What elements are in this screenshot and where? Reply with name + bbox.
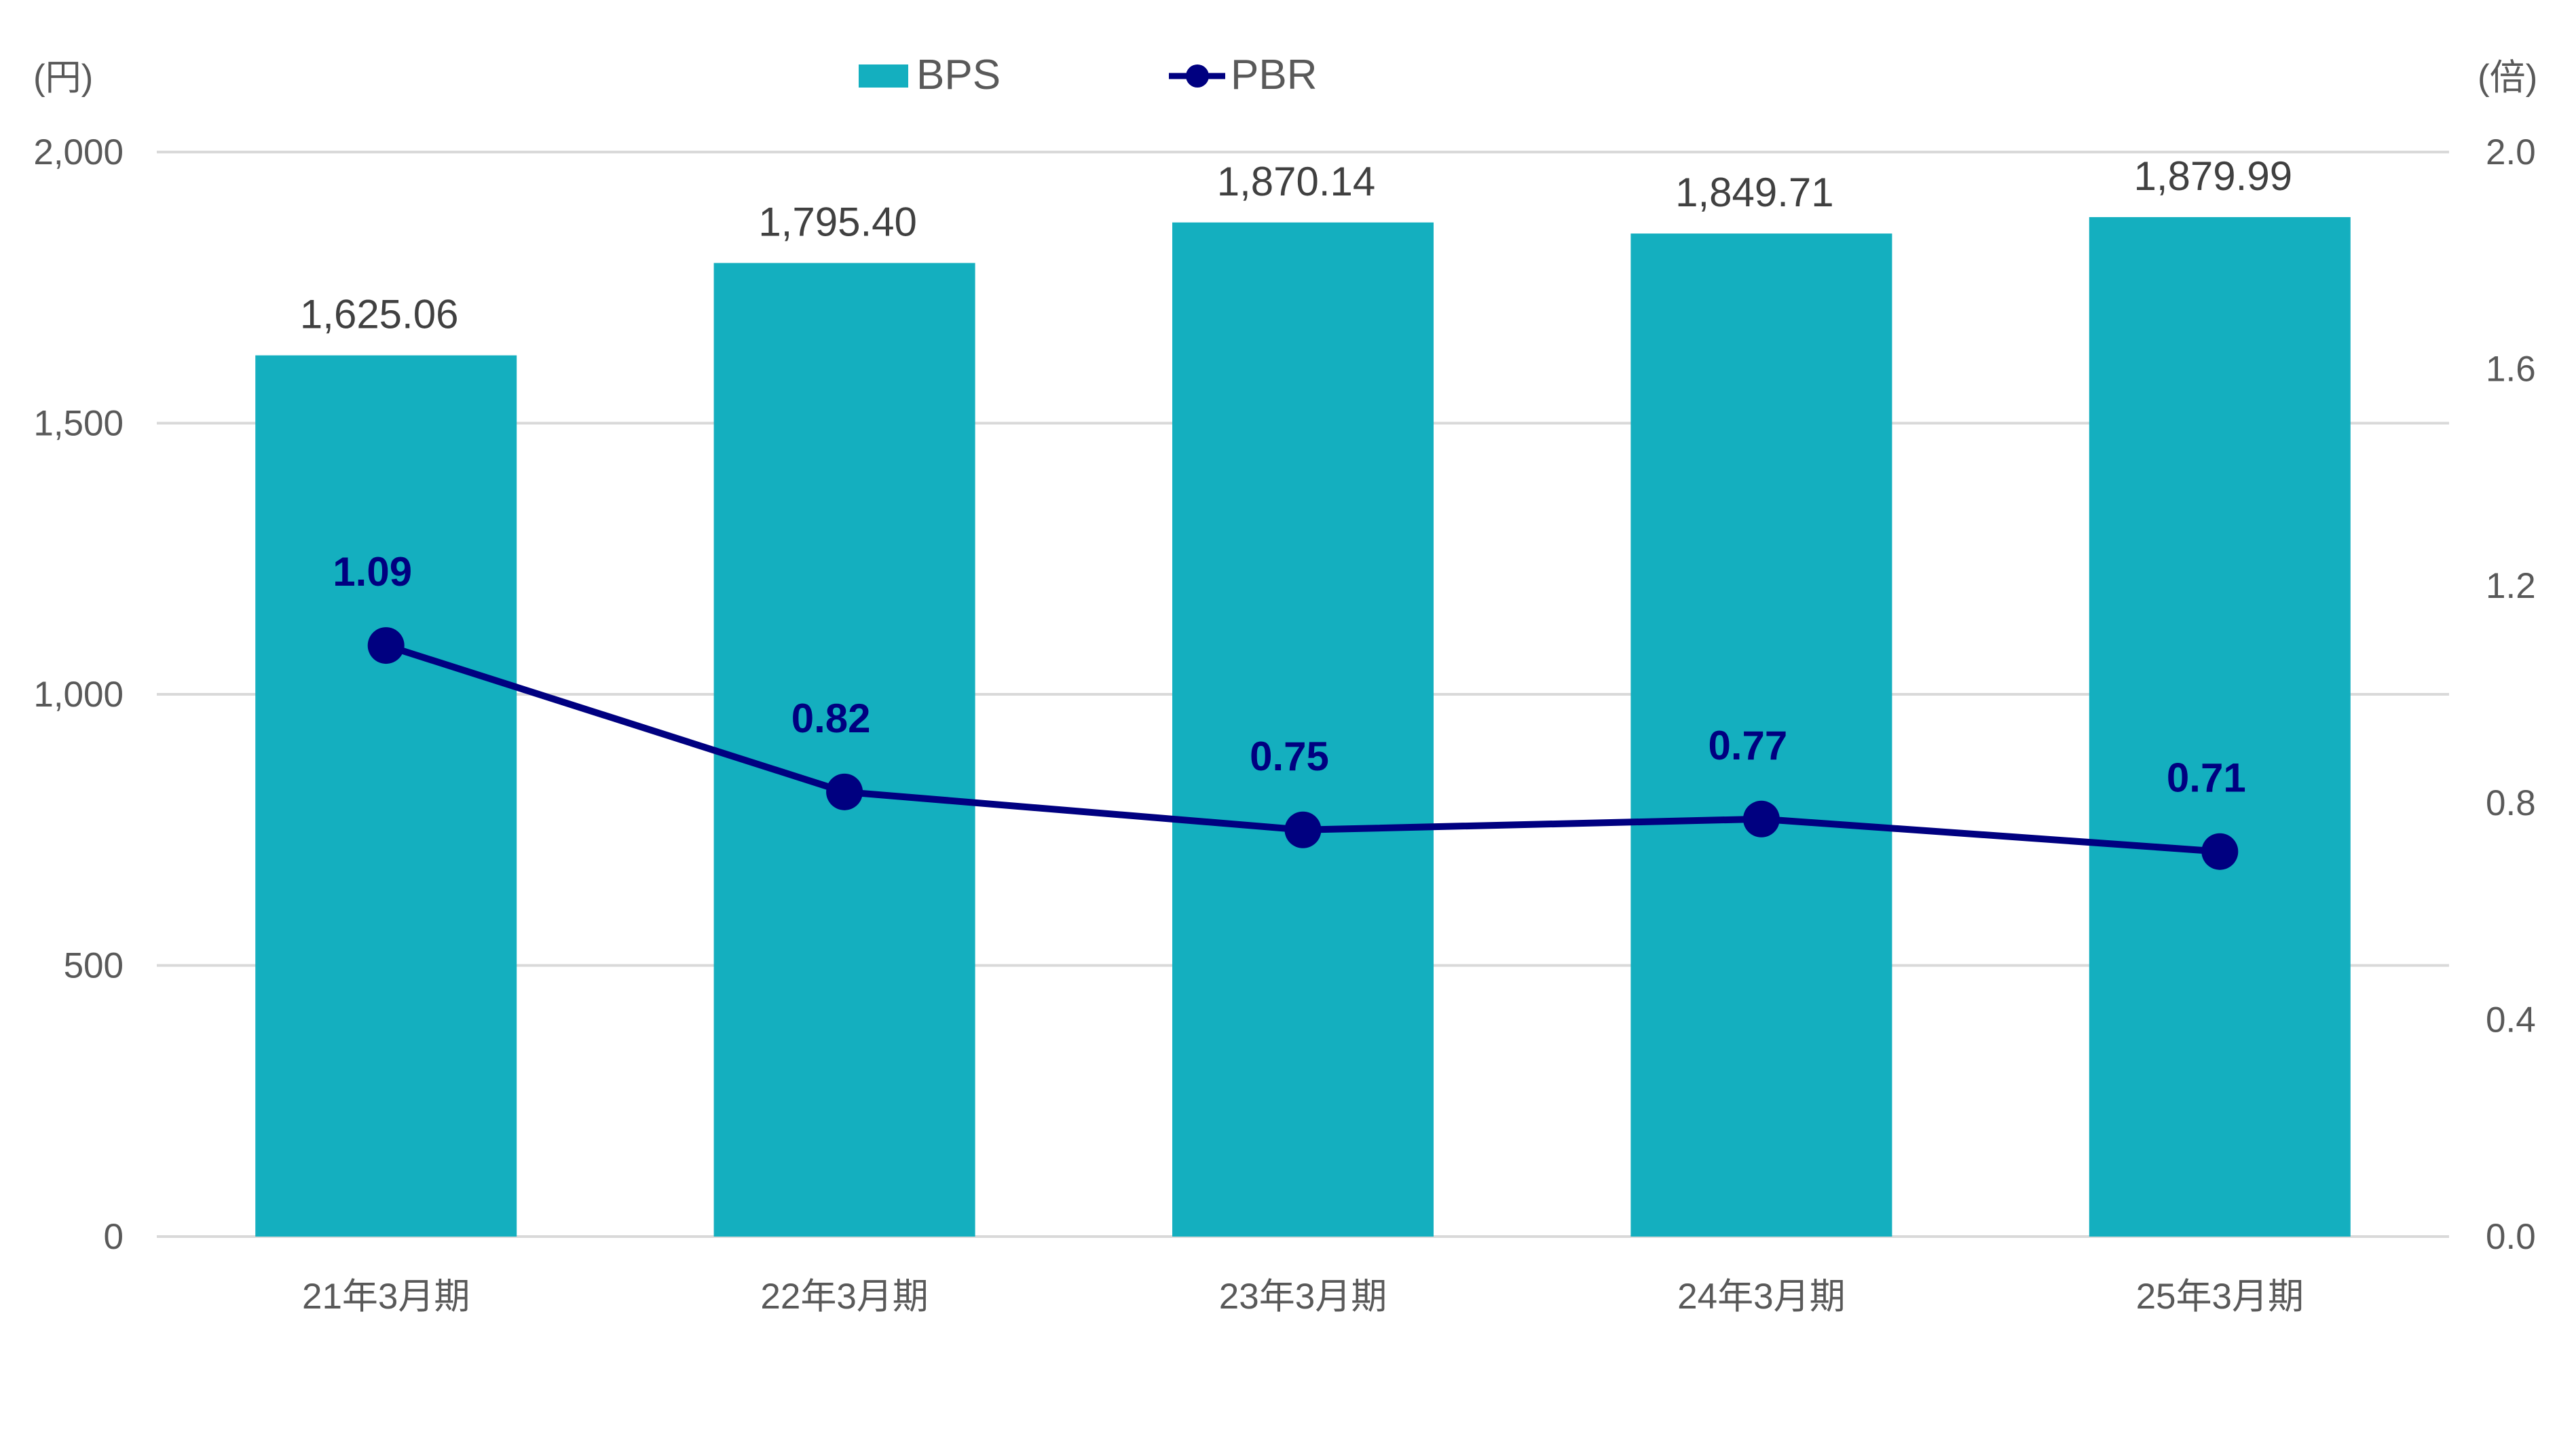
axes: (円) (倍) 0 500 1,000 1,500 2,000 0.0 0.4 0.8 1.2 1… <box>33 58 2537 1317</box>
pbr-point <box>1742 800 1780 838</box>
legend-bps-swatch <box>859 64 908 88</box>
bps-bar <box>713 263 975 1237</box>
right-tick-label: 0.8 <box>2486 783 2536 823</box>
pbr-point <box>1284 811 1322 848</box>
legend: BPS PBR <box>859 52 1317 98</box>
pbr-point <box>2201 833 2239 870</box>
bps-data-label: 1,879.99 <box>2134 153 2293 199</box>
category-label: 22年3月期 <box>760 1277 928 1317</box>
pbr-data-label: 1.09 <box>333 549 412 595</box>
bps-bar <box>2089 217 2351 1237</box>
right-tick-label: 1.6 <box>2486 350 2536 390</box>
legend-pbr-label: PBR <box>1231 52 1317 98</box>
bps-bar <box>1630 233 1892 1237</box>
right-tick-label: 0.4 <box>2486 1000 2536 1040</box>
pbr-point <box>826 773 863 810</box>
left-axis-unit: (円) <box>33 58 93 98</box>
category-label: 21年3月期 <box>302 1277 470 1317</box>
right-axis-unit: (倍) <box>2478 58 2537 98</box>
pbr-data-label: 0.82 <box>791 696 871 741</box>
pbr-data-label: 0.77 <box>1709 723 1788 768</box>
legend-pbr-marker <box>1186 64 1209 88</box>
bps-data-label: 1,795.40 <box>758 199 917 244</box>
bps-bar <box>255 355 517 1237</box>
left-tick-label: 0 <box>104 1217 124 1257</box>
left-tick-label: 500 <box>64 946 124 986</box>
right-tick-label: 2.0 <box>2486 132 2536 172</box>
bps-data-label: 1,625.06 <box>300 292 459 337</box>
pbr-point <box>367 627 405 664</box>
category-label: 24年3月期 <box>1677 1277 1845 1317</box>
right-tick-label: 1.2 <box>2486 566 2536 606</box>
bps-bars <box>255 217 2351 1237</box>
left-tick-label: 2,000 <box>33 132 124 172</box>
right-tick-label: 0.0 <box>2486 1217 2536 1257</box>
bps-data-label: 1,849.71 <box>1675 170 1834 215</box>
pbr-line <box>367 627 2239 870</box>
pbr-data-label: 0.75 <box>1250 734 1329 779</box>
left-tick-label: 1,000 <box>33 675 124 715</box>
left-tick-label: 1,500 <box>33 404 124 444</box>
bps-bar <box>1172 222 1434 1237</box>
legend-bps-label: BPS <box>916 52 1001 98</box>
bps-data-label: 1,870.14 <box>1217 159 1376 204</box>
data-labels: 1,625.06 1,795.40 1,870.14 1,849.71 1,879.99… <box>300 153 2292 801</box>
category-label: 23年3月期 <box>1219 1277 1387 1317</box>
pbr-data-label: 0.71 <box>2167 755 2246 801</box>
category-label: 25年3月期 <box>2136 1277 2304 1317</box>
